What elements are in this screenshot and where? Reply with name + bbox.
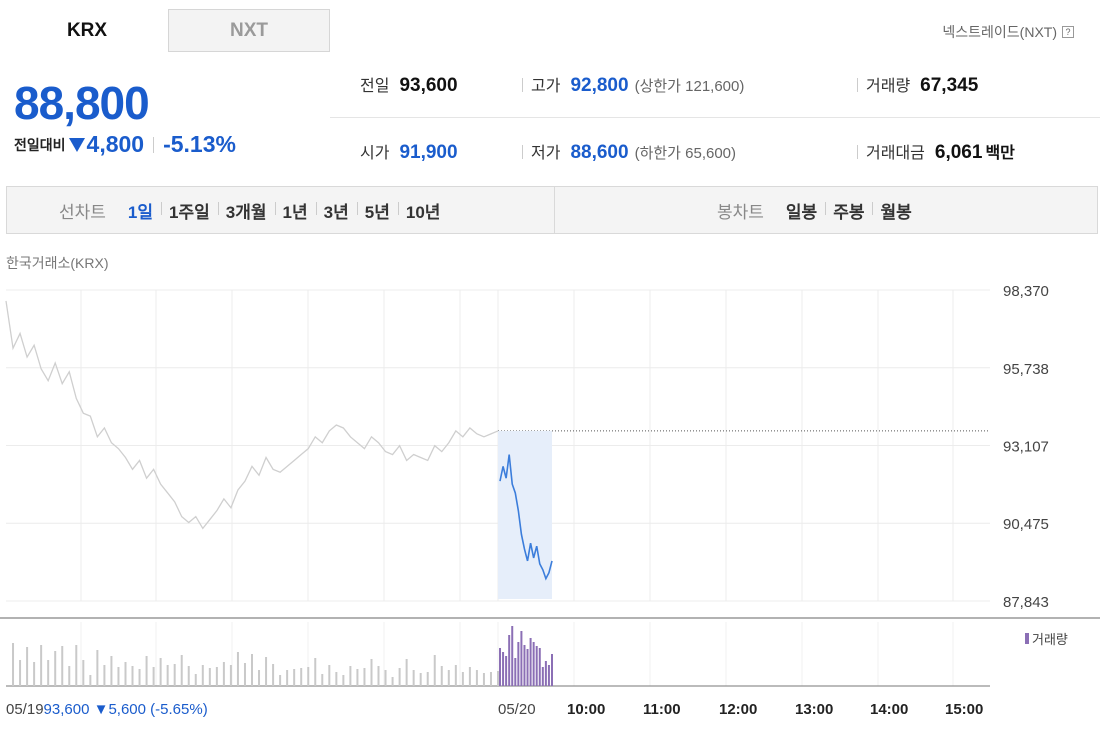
- price-chart[interactable]: 98,370 95,738 93,107 90,475 87,843 05/20 10:00…: [0, 270, 1100, 744]
- stat-value: 93,600: [399, 75, 458, 96]
- period-1d[interactable]: 1일: [127, 202, 154, 222]
- period-3y[interactable]: 3년: [315, 198, 357, 223]
- candle-weekly[interactable]: 주봉: [825, 198, 872, 223]
- stat-high: 고가 92,800 (상한가 121,600): [522, 72, 744, 97]
- chart-toolbar: 선차트 1일 1주일 3개월 1년 3년 5년 10년 봉차트 일봉 주봉 월봉: [6, 186, 1098, 234]
- stat-open: 시가 91,900: [360, 139, 458, 164]
- stat-label: 거래량: [866, 78, 911, 95]
- exchange-label: 한국거래소(KRX): [6, 255, 109, 271]
- y-tick-label: 93,107: [1003, 438, 1049, 455]
- tab-krx[interactable]: KRX: [6, 9, 168, 52]
- down-triangle-icon: [68, 137, 85, 152]
- stat-prev-close: 전일 93,600: [360, 72, 458, 97]
- volume-legend-label: 거래량: [1032, 632, 1068, 647]
- x-tick-label: 05/20: [498, 701, 536, 718]
- change-label: 전일대비: [14, 136, 66, 153]
- y-tick-label: 95,738: [1003, 361, 1049, 378]
- stat-value: 91,900: [399, 142, 458, 163]
- line-chart-title: 선차트: [59, 202, 106, 222]
- period-3m[interactable]: 3개월: [217, 198, 275, 223]
- x-tick-label: 11:00: [643, 701, 681, 718]
- divider: [857, 77, 858, 92]
- down-triangle-icon: ▼: [89, 701, 108, 718]
- nxt-info-link[interactable]: 넥스트레이드(NXT) ?: [942, 22, 1074, 42]
- stat-trade-amount: 거래대금 6,061 백만: [857, 139, 1015, 164]
- change-value: 4,800: [86, 131, 145, 157]
- prev-change-percent: (-5.65%): [146, 701, 208, 718]
- candle-monthly[interactable]: 월봉: [872, 198, 919, 223]
- x-tick-label: 12:00: [719, 701, 757, 718]
- tab-nxt[interactable]: NXT: [168, 9, 330, 52]
- series-line-prev-day: [5, 300, 499, 530]
- lower-limit: (하한가 65,600): [634, 145, 737, 162]
- stat-value: 88,600: [570, 142, 629, 163]
- prev-day-footer: 05/1993,600 ▼5,600 (-5.65%): [6, 701, 208, 718]
- y-tick-label: 98,370: [1003, 283, 1049, 300]
- volume-bars: [12, 626, 553, 686]
- x-tick-label: 10:00: [567, 701, 605, 718]
- series-line-today: [499, 454, 553, 581]
- help-icon[interactable]: ?: [1062, 26, 1074, 38]
- divider: [522, 77, 523, 92]
- prev-change-value: 5,600: [108, 701, 146, 718]
- stat-volume: 거래량 67,345: [857, 72, 978, 97]
- period-1y[interactable]: 1년: [274, 198, 316, 223]
- stat-label: 전일: [360, 78, 390, 95]
- toolbar-divider: [554, 187, 555, 233]
- market-tabs: KRX NXT: [6, 9, 330, 52]
- x-tick-label: 14:00: [870, 701, 908, 718]
- current-price: 88,800: [14, 77, 150, 129]
- volume-legend: 거래량: [1025, 629, 1068, 648]
- y-tick-label: 90,475: [1003, 516, 1049, 533]
- stat-label: 고가: [531, 78, 561, 95]
- period-5y[interactable]: 5년: [356, 198, 398, 223]
- price-change: 전일대비 4,800 -5.13%: [14, 131, 236, 158]
- upper-limit: (상한가 121,600): [634, 78, 745, 95]
- candle-daily[interactable]: 일봉: [785, 202, 818, 222]
- change-percent: -5.13%: [163, 131, 236, 157]
- stat-label: 저가: [531, 145, 561, 162]
- stat-value: 6,061: [934, 142, 983, 163]
- nxt-link-label: 넥스트레이드(NXT): [942, 24, 1057, 40]
- line-chart-group: 선차트 1일 1주일 3개월 1년 3년 5년 10년: [59, 187, 448, 233]
- x-tick-label: 13:00: [795, 701, 833, 718]
- stat-value: 67,345: [920, 75, 979, 96]
- stats-divider: [330, 117, 1100, 118]
- x-tick-label: 15:00: [945, 701, 983, 718]
- divider: [857, 144, 858, 159]
- stat-value: 92,800: [570, 75, 629, 96]
- candle-chart-group: 봉차트 일봉 주봉 월봉: [717, 187, 920, 233]
- divider: [522, 144, 523, 159]
- divider: [153, 136, 155, 153]
- stat-low: 저가 88,600 (하한가 65,600): [522, 139, 736, 164]
- stat-unit: 백만: [985, 145, 1015, 162]
- x-tick-label: 05/19: [6, 701, 44, 718]
- period-10y[interactable]: 10년: [397, 198, 449, 223]
- prev-close-value: 93,600: [44, 701, 90, 718]
- y-tick-label: 87,843: [1003, 594, 1049, 611]
- period-1w[interactable]: 1주일: [161, 198, 218, 223]
- stat-label: 거래대금: [866, 145, 925, 162]
- volume-legend-swatch: [1025, 633, 1029, 644]
- stat-label: 시가: [360, 145, 390, 162]
- candle-chart-title: 봉차트: [717, 202, 764, 222]
